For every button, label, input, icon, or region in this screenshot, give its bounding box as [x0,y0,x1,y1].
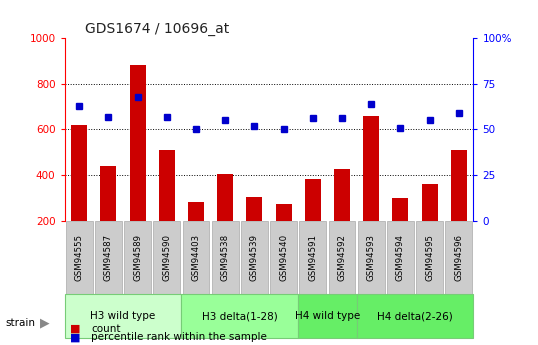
Text: GSM94591: GSM94591 [308,234,317,281]
Bar [217,174,233,221]
FancyBboxPatch shape [299,221,326,294]
Text: GSM94590: GSM94590 [162,234,171,281]
FancyBboxPatch shape [298,294,357,338]
FancyBboxPatch shape [270,221,297,294]
Text: percentile rank within the sample: percentile rank within the sample [91,333,267,342]
Text: GSM94587: GSM94587 [104,234,113,281]
Bar [451,150,467,221]
FancyBboxPatch shape [95,221,122,294]
Text: H3 delta(1-28): H3 delta(1-28) [202,311,278,321]
Text: GDS1674 / 10696_at: GDS1674 / 10696_at [85,21,229,36]
Text: H4 delta(2-26): H4 delta(2-26) [377,311,453,321]
FancyBboxPatch shape [182,221,209,294]
Text: H3 wild type: H3 wild type [90,311,155,321]
Text: GSM94539: GSM94539 [250,234,259,281]
FancyBboxPatch shape [241,221,268,294]
Text: GSM94595: GSM94595 [425,234,434,281]
Text: GSM94538: GSM94538 [221,234,230,281]
Bar [246,197,263,221]
Text: ■: ■ [70,324,81,334]
FancyBboxPatch shape [66,221,93,294]
Text: strain: strain [5,318,36,327]
Bar [159,150,175,221]
Text: GSM94596: GSM94596 [454,234,463,281]
Bar [275,204,292,221]
Text: GSM94593: GSM94593 [367,234,376,281]
Bar [392,198,408,221]
FancyBboxPatch shape [357,294,473,338]
Bar [100,166,116,221]
FancyBboxPatch shape [416,221,443,294]
FancyBboxPatch shape [212,221,239,294]
Bar [305,179,321,221]
FancyBboxPatch shape [153,221,180,294]
Text: GSM94403: GSM94403 [192,234,201,281]
Text: GSM94592: GSM94592 [337,234,346,281]
Text: GSM94589: GSM94589 [133,234,142,281]
Bar [130,66,146,221]
FancyBboxPatch shape [181,294,298,338]
FancyBboxPatch shape [445,221,472,294]
FancyBboxPatch shape [387,221,414,294]
FancyBboxPatch shape [65,294,181,338]
Text: count: count [91,324,121,334]
FancyBboxPatch shape [358,221,385,294]
Bar [363,116,379,221]
FancyBboxPatch shape [124,221,151,294]
Text: ■: ■ [70,333,81,342]
Bar [71,125,87,221]
Bar [334,169,350,221]
Text: GSM94555: GSM94555 [75,234,84,281]
Bar [422,184,437,221]
Bar [188,201,204,221]
Text: GSM94540: GSM94540 [279,234,288,281]
Text: ▶: ▶ [40,316,50,329]
Text: GSM94594: GSM94594 [396,234,405,281]
FancyBboxPatch shape [329,221,356,294]
Text: H4 wild type: H4 wild type [295,311,360,321]
